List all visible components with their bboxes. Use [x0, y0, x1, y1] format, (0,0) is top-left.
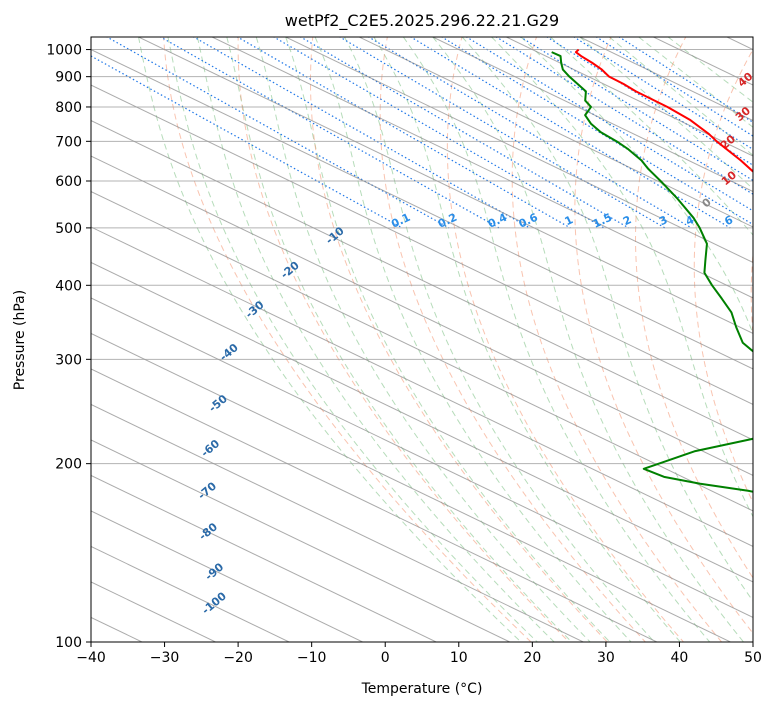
- skewed-isotherm: [91, 510, 364, 642]
- dewpoint-trace: [551, 51, 753, 493]
- x-tick-label: −20: [223, 650, 253, 666]
- moist-adiabat: [344, 37, 655, 642]
- y-tick-label: 600: [55, 174, 82, 190]
- y-axis-ticks: 100 200 300 400 500 600 700 800 900 1000: [46, 43, 91, 651]
- y-tick-label: 100: [55, 635, 82, 651]
- mixing-ratio-line: [519, 37, 753, 182]
- mixing-ratio-line: [91, 55, 403, 229]
- skewed-isotherm: [91, 48, 753, 370]
- moist-adiabat: [226, 37, 573, 642]
- mixing-ratio-line: [595, 37, 753, 137]
- moist-adiabat: [579, 37, 753, 190]
- temperature-trace: [574, 48, 753, 173]
- moist-adiabat: [196, 37, 555, 642]
- x-tick-label: 10: [450, 650, 468, 666]
- plot-area: 0.10.20.40.611.52346810131620253036-100-…: [91, 37, 763, 642]
- profile-traces: [551, 48, 753, 493]
- mixing-ratio-label: 8: [751, 213, 763, 228]
- moist-adiabat: [432, 37, 744, 642]
- skewed-isotherm: [505, 37, 753, 157]
- skewed-isotherm: [91, 261, 753, 583]
- skewed-isotherm: [91, 439, 511, 642]
- moist-adiabat: [255, 37, 591, 642]
- mixing-ratio-line: [440, 37, 753, 226]
- y-axis-title: Pressure (hPa): [12, 290, 28, 390]
- y-tick-label: 300: [55, 352, 82, 368]
- isobars: [91, 49, 753, 642]
- skewed-isotherm: [431, 37, 753, 193]
- x-tick-label: −30: [150, 650, 180, 666]
- skewed-isotherm: [284, 37, 753, 264]
- moist-adiabat: [138, 37, 522, 642]
- moist-adiabat: [402, 37, 711, 642]
- mixing-ratio-line: [465, 37, 753, 212]
- skewed-isotherm: [91, 84, 753, 405]
- x-tick-label: −40: [76, 650, 106, 666]
- y-tick-label: 800: [55, 100, 82, 116]
- skewed-isotherm: [91, 155, 753, 476]
- x-tick-label: 20: [523, 650, 541, 666]
- x-tick-label: 50: [744, 650, 762, 666]
- mixing-ratio-line: [105, 37, 450, 229]
- y-tick-label: 700: [55, 134, 82, 150]
- skewed-isotherm: [91, 190, 753, 512]
- mixing-ratio-line: [409, 37, 731, 229]
- x-tick-label: 0: [381, 650, 390, 666]
- skewed-isotherm: [91, 226, 753, 547]
- y-tick-label: 200: [55, 457, 82, 473]
- axes-frame: [90, 36, 754, 643]
- moist-adiabat: [550, 37, 753, 236]
- chart-title: wetPf2_C2E5.2025.296.22.21.G29: [285, 11, 559, 31]
- skewed-isotherm: [91, 297, 753, 618]
- moist-adiabat: [167, 37, 538, 642]
- skewed-isotherm: [358, 37, 753, 228]
- mixing-ratio-line: [495, 37, 753, 195]
- y-tick-label: 500: [55, 221, 82, 237]
- x-tick-label: 30: [597, 650, 615, 666]
- skewed-isotherm: [91, 474, 438, 642]
- y-tick-label: 1000: [46, 43, 82, 59]
- mixing-ratio-line: [272, 37, 605, 229]
- skewed-isotherm: [91, 403, 585, 642]
- skewed-isotherm: [91, 332, 732, 642]
- mixing-ratio-lines: [91, 37, 753, 229]
- moist-adiabat: [491, 37, 753, 518]
- x-axis-title: Temperature (°C): [361, 681, 483, 697]
- mixing-ratio-line: [545, 37, 753, 166]
- x-tick-label: −10: [297, 650, 327, 666]
- skewed-isotherm: [137, 37, 753, 335]
- x-tick-label: 40: [671, 650, 689, 666]
- y-tick-label: 400: [55, 278, 82, 294]
- mixing-ratio-line: [367, 37, 692, 229]
- skewed-isotherm: [91, 368, 659, 642]
- mixing-ratio-line: [299, 37, 630, 229]
- mixing-ratio-line: [159, 37, 500, 229]
- skewed-isotherm: [91, 545, 291, 642]
- skewed-isotherm: [210, 37, 753, 299]
- skewed-isotherm: [91, 119, 753, 441]
- skewed-isotherms: [91, 37, 753, 642]
- y-tick-label: 900: [55, 70, 82, 86]
- x-axis-ticks: −40 −30 −20 −10 0 10 20 30 40 50: [76, 642, 762, 666]
- mixing-ratio-line: [572, 37, 753, 151]
- moist-adiabat: [461, 37, 753, 602]
